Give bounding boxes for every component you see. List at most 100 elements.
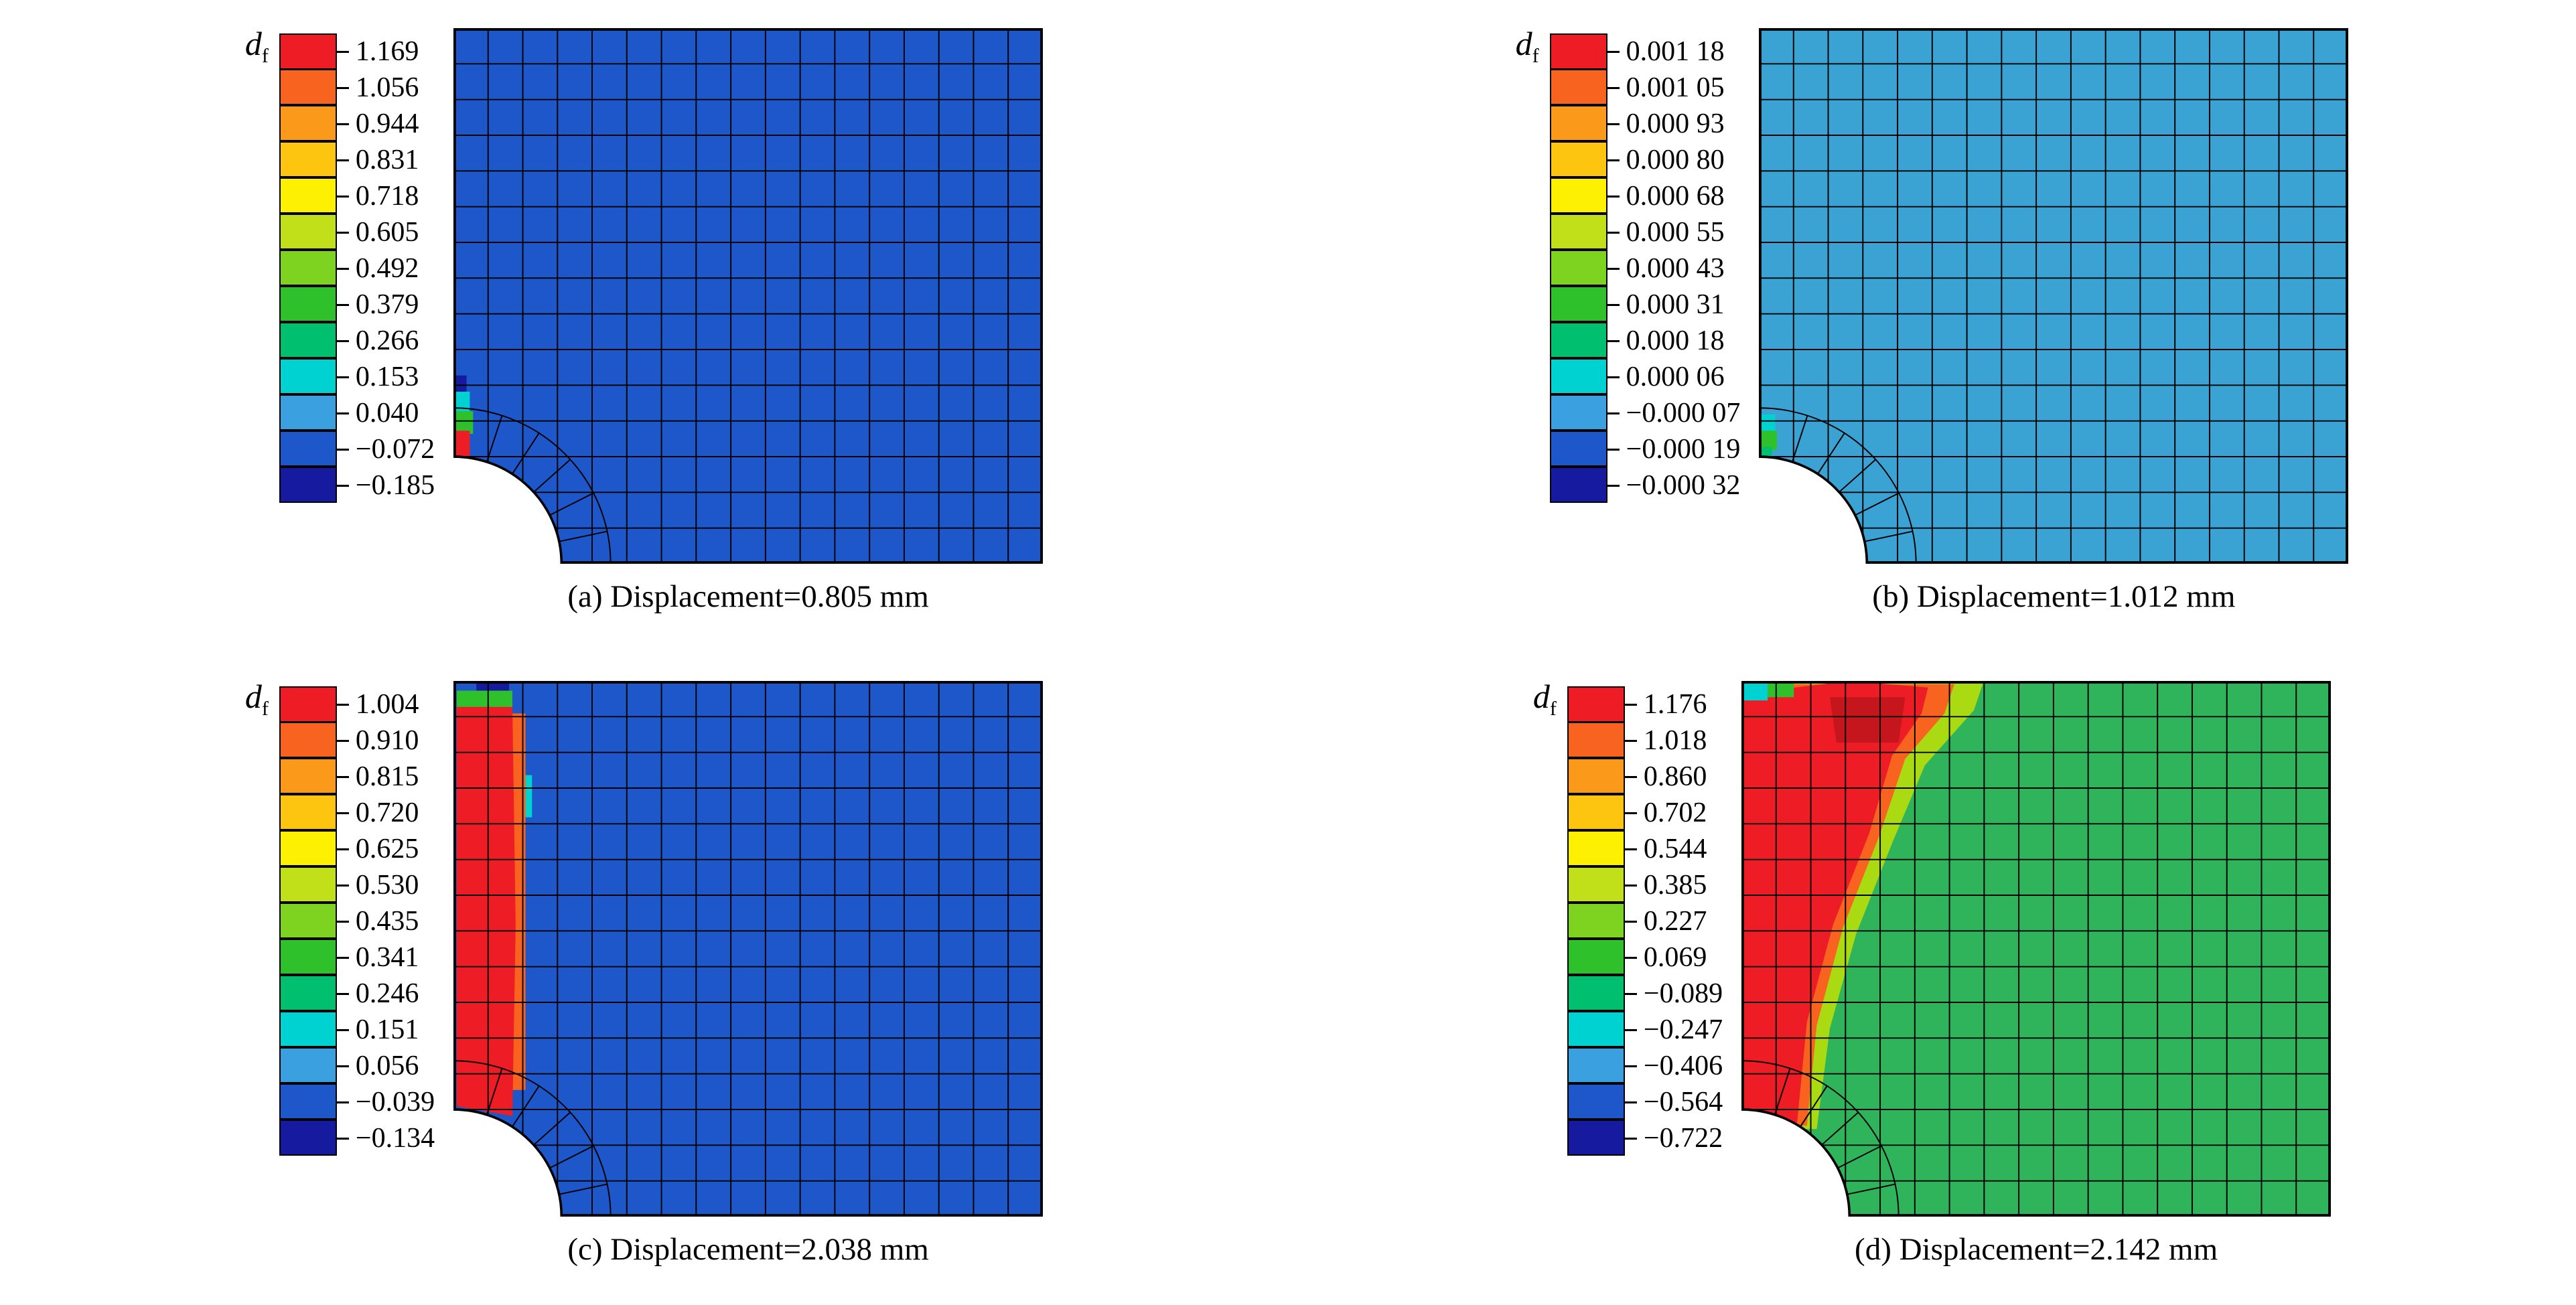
legend-tick-mark	[336, 884, 349, 887]
legend-swatch	[279, 939, 337, 975]
legend-title-symbol: d	[1515, 25, 1532, 62]
legend-row: 0.815	[279, 758, 435, 795]
legend-tick-label: 1.169	[355, 36, 419, 67]
legend-tick-mark	[1607, 86, 1620, 89]
legend-tick-mark	[1607, 267, 1620, 270]
legend-tick-label: 0.153	[355, 362, 419, 392]
legend-tick-label: −0.564	[1643, 1087, 1723, 1118]
legend-swatch	[1567, 1047, 1625, 1083]
legend-row: 0.910	[279, 722, 435, 759]
legend-tick-mark	[336, 1065, 349, 1067]
legend-tick-label: 0.341	[355, 942, 419, 973]
hole-cutout	[453, 1109, 562, 1217]
legend-tick-mark	[336, 231, 349, 234]
legend-tick-mark	[336, 992, 349, 995]
legend-swatch	[1567, 866, 1625, 903]
legend-tick-mark	[336, 159, 349, 161]
legend-tick-mark	[336, 703, 349, 706]
legend-scale: 1.004 0.910 0.815 0.720 0.625 0.530 0.435 0.341…	[279, 686, 435, 1156]
legend-tick-label: 0.069	[1643, 942, 1707, 973]
legend-swatch	[279, 177, 337, 214]
legend-tick-label: −0.185	[355, 470, 435, 501]
legend-row: 0.000 80	[1549, 141, 1741, 178]
legend-row: 0.000 18	[1549, 322, 1741, 359]
legend-tick-mark	[1607, 448, 1620, 451]
legend-swatch	[279, 286, 337, 322]
legend-tick-mark	[1624, 1028, 1637, 1031]
legend-title-subscript: f	[261, 698, 269, 720]
colorbar-legend: df 0.001 18 0.001 05 0.000 93 0.000 80 0.000…	[1516, 27, 1741, 504]
legend-row: 0.544	[1567, 830, 1723, 867]
legend-tick-label: 0.435	[355, 906, 419, 937]
legend-row: 0.227	[1567, 903, 1723, 939]
legend-title-subscript: f	[1532, 45, 1539, 67]
legend-swatch	[279, 686, 337, 722]
legend-swatch	[279, 1047, 337, 1083]
legend-row: 0.056	[279, 1047, 435, 1084]
contour-region	[453, 411, 474, 435]
legend-tick-label: 0.001 18	[1626, 36, 1725, 67]
legend-tick-mark	[336, 303, 349, 306]
legend-row: 0.625	[279, 830, 435, 867]
legend-title: df	[245, 27, 269, 504]
legend-title: df	[1516, 27, 1539, 504]
legend-tick-mark	[1624, 848, 1637, 850]
legend-title-symbol: d	[244, 678, 262, 715]
legend-row: 0.435	[279, 903, 435, 939]
legend-tick-mark	[1607, 231, 1620, 234]
legend-tick-label: 0.815	[355, 761, 419, 792]
legend-tick-label: 0.266	[355, 325, 419, 356]
legend-tick-label: 0.860	[1643, 761, 1707, 792]
legend-swatch	[1567, 722, 1625, 758]
legend-tick-label: 0.227	[1643, 906, 1707, 937]
contour-region	[1768, 681, 1794, 698]
legend-row: 0.492	[279, 250, 435, 287]
legend-row: 0.605	[279, 214, 435, 250]
legend-tick-label: 1.018	[1643, 725, 1707, 756]
legend-tick-mark	[1607, 376, 1620, 378]
fem-mesh-contour	[1741, 681, 2332, 1217]
contour-region	[1741, 681, 1928, 1123]
legend-row: −0.564	[1567, 1083, 1723, 1120]
contour-region	[1759, 431, 1778, 451]
legend-row: −0.000 19	[1549, 431, 1740, 467]
legend-row: 0.000 93	[1549, 105, 1741, 142]
legend-title-subscript: f	[261, 45, 269, 67]
contour-region	[1759, 414, 1776, 435]
legend-swatch	[279, 1083, 337, 1120]
legend-tick-mark	[1624, 775, 1637, 778]
legend-swatch	[279, 467, 337, 503]
legend-swatch	[279, 975, 337, 1011]
contour-region	[1759, 447, 1772, 457]
legend-swatch	[279, 394, 337, 431]
legend-title: df	[1533, 680, 1557, 1156]
legend-tick-label: 1.056	[355, 72, 419, 103]
legend-row: 0.385	[1567, 866, 1723, 903]
legend-tick-label: 0.831	[355, 145, 419, 175]
legend-tick-label: 0.702	[1643, 797, 1707, 828]
legend-swatch	[1567, 686, 1625, 722]
hole-boundary	[453, 455, 563, 564]
legend-tick-mark	[336, 920, 349, 923]
legend-swatch	[279, 250, 337, 286]
legend-tick-mark	[336, 1028, 349, 1031]
legend-tick-label: 0.625	[355, 834, 419, 864]
legend-row: −0.247	[1567, 1011, 1723, 1048]
figure-panel-d: df 1.176 1.018 0.860 0.702 0.544 0.385 0.227 0.…	[1288, 653, 2576, 1305]
legend-swatch	[279, 105, 337, 141]
legend-swatch	[1549, 431, 1607, 467]
legend-tick-label: −0.000 32	[1626, 470, 1741, 501]
legend-row: 0.831	[279, 141, 435, 178]
legend-swatch	[1549, 467, 1607, 503]
legend-row: 0.246	[279, 975, 435, 1012]
legend-swatch	[1567, 1083, 1625, 1120]
legend-row: 0.151	[279, 1011, 435, 1048]
legend-swatch	[279, 830, 337, 866]
legend-tick-label: 0.000 93	[1626, 108, 1725, 139]
hole-boundary	[1741, 1108, 1851, 1217]
legend-title: df	[245, 680, 269, 1156]
legend-row: 0.000 31	[1549, 286, 1741, 323]
contour-region	[1830, 697, 1906, 743]
legend-tick-mark	[336, 86, 349, 89]
legend-tick-label: 1.176	[1643, 689, 1707, 720]
